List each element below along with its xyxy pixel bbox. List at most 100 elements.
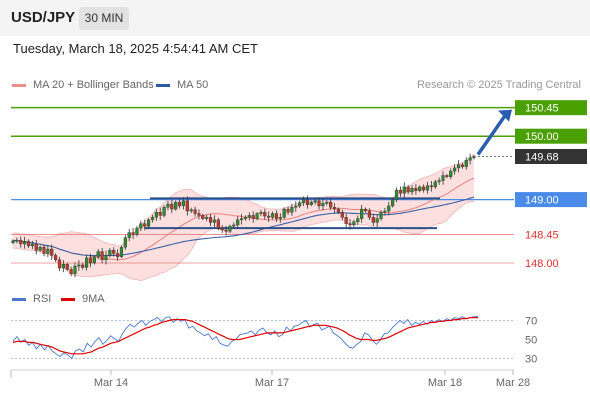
candle-body [274,213,279,219]
level-label-150-45-bg [515,100,587,116]
candle-body [57,259,62,269]
candle-body [402,186,406,194]
candle-body [367,210,372,218]
candle-body [340,212,344,218]
candle-body [11,240,15,243]
candle-body [298,202,302,207]
ma20-line [12,177,475,261]
candle-body [162,206,166,216]
candle-body [46,248,50,254]
level-labels: 150.45 150.00 149.68 149.00 148.45 148.00 [515,100,587,270]
candle-body [301,199,306,203]
candle-body [406,186,410,193]
candle-body [356,218,360,222]
candle-body [309,201,313,205]
candle-body [441,175,445,181]
rsi-tick-50: 50 [525,335,537,347]
candle-body [243,217,248,219]
timestamp: Tuesday, March 18, 2025 4:54:41 AM CET [13,41,258,56]
candle-body [185,200,189,212]
candle-body [305,199,310,205]
candle-body [278,217,282,219]
candle-body [119,246,124,257]
candle-body [348,223,352,226]
moving-averages [12,177,475,261]
time-tick-label: Mar 14 [94,377,128,389]
level-label-149-68-bg [515,148,587,164]
candle-body [189,209,193,212]
candle-body [360,208,364,219]
projection-shaft [476,114,507,156]
candle-body [379,212,383,219]
candle-body [425,185,430,191]
candle-body [410,187,414,193]
legend-rsi-ma: 9MA [61,293,105,305]
legend-rsi-label: RSI [33,293,52,305]
bollinger-swatch [12,83,26,87]
projection-head [498,109,512,122]
candle-body [460,164,464,167]
candle-body [212,219,217,223]
rsi-ma-swatch [61,297,75,301]
level-label-150-45: 150.45 [525,103,559,115]
candle-body [201,215,205,219]
candle-body [26,241,31,247]
level-label-149-68: 149.68 [525,151,559,163]
level-label-148-45: 148.45 [525,229,559,241]
candle-body [329,201,333,208]
ma50-line [12,196,475,257]
candle-body [251,215,255,219]
candle-body [398,189,402,194]
ma50-swatch [156,83,170,87]
timeframe-badge[interactable]: 30 MIN [79,7,129,30]
candle-body [42,246,46,254]
candle-body [115,253,120,257]
candle-body [77,264,81,267]
candle-body [220,227,224,231]
candle-body [127,232,131,238]
candle-body [321,203,325,207]
candle-body [391,199,395,207]
candle-body [445,175,449,177]
candle-body [433,181,437,188]
candle-body [81,264,85,268]
rsi-ma-line [12,317,478,355]
candle-body [19,239,23,245]
time-tick-label: Mar 28 [496,377,530,389]
candle-body [170,203,174,210]
rsi-swatch [12,297,26,301]
candle-body [224,229,228,232]
candle-body [429,185,433,188]
candle-body [270,213,275,218]
candle-body [88,257,93,264]
candle-body [73,265,77,274]
candle-body [146,219,151,227]
candle-body [139,223,143,229]
candle-body [174,201,178,210]
candle-body [143,223,147,227]
candle-body [239,218,244,221]
candle-body [38,246,42,251]
time-axis: Mar 14 Mar 17 Mar 18 Mar 28 [10,369,530,389]
candle-body [135,227,139,235]
candle-body [96,251,100,257]
candle-body [468,157,472,161]
candle-body [247,215,251,218]
candle-body [197,213,201,216]
level-label-150-00-bg [515,128,587,144]
candle-body [267,215,271,218]
candle-body [344,217,348,224]
candle-body [158,212,162,216]
candle-body [286,208,290,213]
candle-body [181,200,186,207]
candle-body [422,186,426,191]
candle-body [228,226,232,232]
candle-body [166,203,170,208]
chart-header: USD/JPY 30 MIN [0,0,590,36]
candle-body [131,232,135,235]
bollinger-bands [12,153,475,282]
candle-body [30,243,34,247]
candle-body [65,264,69,270]
candle-body [154,212,158,218]
